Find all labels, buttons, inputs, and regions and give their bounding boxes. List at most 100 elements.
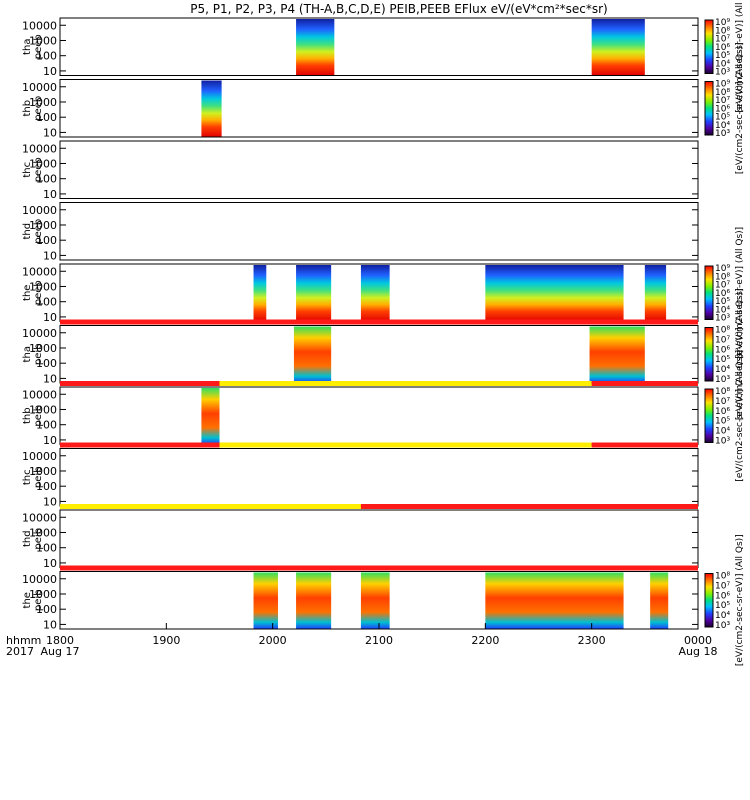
x-tick-label: 2300 (578, 634, 606, 647)
data-segment-0 (201, 80, 222, 137)
colorbar-units: [eV/(cm2-sec-sr-eV)] (All Qs)] (735, 350, 745, 482)
y-tick-label: 1000 (29, 342, 57, 355)
panel-probe-label: the (22, 285, 33, 301)
colorbar-tick-label: 10³ (715, 129, 730, 139)
y-tick-label: 10000 (22, 327, 57, 340)
x-row-label-hhmm: hhmm (6, 634, 41, 647)
colorbar-tick-label: 10⁴ (715, 427, 730, 437)
colorbar-tick-label: 10³ (715, 437, 730, 447)
data-segment-2 (360, 265, 390, 322)
y-tick-label: 1000 (29, 157, 57, 170)
colorbar-tick-label: 10⁹ (715, 18, 730, 28)
colorbar-tick-label: 10⁷ (715, 335, 730, 345)
data-segment-3 (485, 572, 624, 629)
colorbar-tick-label: 10⁵ (715, 355, 730, 365)
flag-bar-1 (219, 442, 592, 448)
figure-title: P5, P1, P2, P3, P4 (TH-A,B,C,D,E) PEIB,P… (190, 2, 607, 16)
x-tick-label: 2100 (365, 634, 393, 647)
panel-species-label: peeb (33, 157, 44, 182)
panel-probe-label: the (22, 592, 33, 608)
colorbar-units: [eV/(cm2-sec-sr-eV)] (All Qs)] (735, 42, 745, 174)
flag-bar-0 (60, 504, 361, 509)
y-tick-label: 1000 (29, 465, 57, 478)
panel-frame (59, 509, 699, 568)
colorbar-tick-label: 10⁷ (715, 281, 730, 291)
data-segment-0 (253, 572, 278, 629)
colorbar-tick-label: 10⁶ (715, 104, 730, 114)
y-tick-label: 10 (43, 65, 57, 78)
colorbar-tick-label: 10⁸ (715, 272, 730, 282)
panel-thc-peib: 10 100 1000 10000 thc peib (22, 442, 699, 508)
colorbar-tick-label: 10⁴ (715, 305, 730, 315)
y-tick-label: 1000 (29, 96, 57, 109)
x-tick-label: 2200 (471, 634, 499, 647)
colorbar-tick-label: 10⁸ (715, 26, 730, 36)
y-tick-label: 100 (36, 542, 57, 555)
panel-probe-label: thd (22, 223, 33, 240)
colorbar-tick-label: 10⁶ (715, 289, 730, 299)
colorbar-tick-label: 10⁶ (715, 407, 730, 417)
panel-probe-label: tha (22, 346, 33, 362)
y-tick-label: 10 (43, 618, 57, 631)
colorbar-tick-label: 10⁸ (715, 572, 730, 582)
data-segment-1 (591, 19, 645, 76)
x-row-label-year: 2017 (6, 645, 34, 658)
colorbar-tick-label: 10³ (715, 314, 730, 324)
y-tick-label: 100 (36, 480, 57, 493)
x-tick-label: 0000 (684, 634, 712, 647)
x-tick-label: 1900 (152, 634, 180, 647)
y-tick-label: 1000 (29, 280, 57, 293)
data-segment-3 (485, 265, 624, 322)
colorbar (704, 388, 714, 443)
x-tick-label: 2000 (259, 634, 287, 647)
y-tick-label: 10 (43, 495, 57, 508)
flag-bar-0 (60, 381, 220, 386)
flag-bar-2 (591, 381, 698, 386)
y-tick-label: 1000 (29, 526, 57, 539)
colorbar-tick-label: 10⁷ (715, 35, 730, 45)
panel-species-label: peeb (33, 280, 44, 305)
flag-bar-1 (219, 381, 592, 386)
data-segment-1 (589, 326, 645, 383)
panel-species-label: peeb (33, 219, 44, 244)
y-tick-label: 100 (36, 603, 57, 616)
panel-species-label: peeb (33, 34, 44, 59)
panel-thc-peeb: 10 100 1000 10000 thc peeb (22, 140, 699, 201)
colorbar-tick-label: 10⁷ (715, 397, 730, 407)
colorbar-units: [eV/(cm2-sec-sr-eV)] (All Qs)] (735, 288, 745, 420)
data-segment-4 (650, 572, 669, 629)
colorbar-tick-label: 10⁵ (715, 297, 730, 307)
panel-species-label: peeb (33, 96, 44, 121)
y-tick-label: 100 (36, 419, 57, 432)
y-tick-label: 10000 (22, 573, 57, 586)
colorbar-tick-label: 10⁸ (715, 326, 730, 336)
colorbar-units: [eV/(cm2-sec-sr-eV)] (All Qs)] (735, 227, 745, 359)
data-segment-4 (644, 265, 667, 322)
x-tick-label: 1800 (46, 634, 74, 647)
colorbar-tick-label: 10⁵ (715, 113, 730, 123)
colorbar-tick-label: 10⁴ (715, 59, 730, 69)
flag-bar-0 (60, 319, 698, 325)
panel-thd-peib: 10 100 1000 10000 thd peib (22, 504, 699, 570)
panel-species-label: peib (33, 589, 44, 611)
y-tick-label: 10000 (22, 450, 57, 463)
y-tick-label: 10000 (22, 265, 57, 278)
colorbar-units: [eV/(cm2-sec-sr-eV)] (All Qs)] (735, 534, 745, 666)
colorbar-tick-label: 10⁷ (715, 581, 730, 591)
x-tick-date: Aug 17 (41, 645, 80, 658)
y-tick-label: 10000 (22, 142, 57, 155)
data-segment-0 (296, 19, 335, 76)
panel-probe-label: thb (22, 100, 33, 117)
panel-probe-label: thb (22, 407, 33, 424)
colorbar-tick-label: 10⁸ (715, 88, 730, 98)
y-tick-label: 10 (43, 557, 57, 570)
flag-bar-2 (591, 442, 698, 448)
y-tick-label: 10000 (22, 81, 57, 94)
y-tick-label: 10 (43, 126, 57, 139)
